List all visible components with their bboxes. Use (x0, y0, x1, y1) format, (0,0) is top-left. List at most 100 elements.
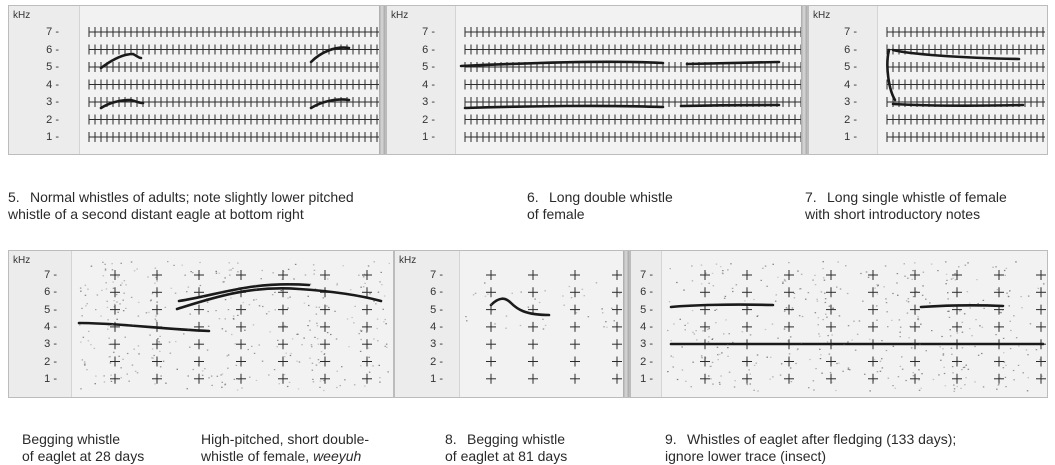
spectrogram-noise (312, 264, 315, 266)
spectrogram-noise (800, 273, 803, 275)
spectrogram-noise (1013, 379, 1015, 381)
spectrogram-noise (945, 273, 948, 275)
spectrogram-noise (756, 354, 759, 356)
spectrogram-noise (744, 300, 746, 302)
spectrogram-noise (858, 320, 861, 322)
spectrogram-noise (719, 353, 721, 355)
spectrogram-noise (746, 383, 748, 386)
spectrogram-noise (764, 328, 767, 331)
spectrogram-noise (771, 323, 774, 325)
spectrogram-noise (224, 384, 226, 386)
spectrogram-noise (133, 348, 135, 350)
spectrogram-noise (964, 264, 967, 266)
spectrogram-noise (997, 384, 999, 386)
spectrogram-noise (821, 372, 823, 374)
spectrogram-plot (88, 27, 381, 142)
spectrogram-noise (910, 347, 913, 349)
spectrogram-noise (1002, 337, 1005, 339)
spectrogram-noise (918, 369, 920, 371)
spectrogram-noise (121, 282, 123, 284)
spectrogram-noise (942, 353, 945, 355)
spectrogram-noise (95, 309, 97, 311)
spectrogram-noise (860, 272, 862, 275)
whistle-trace (669, 303, 775, 309)
spectrogram-noise (367, 343, 369, 345)
spectrogram-noise (753, 389, 755, 391)
spectrogram-noise (681, 346, 683, 348)
spectrogram-noise (570, 297, 573, 299)
spectrogram-noise (1001, 309, 1004, 311)
spectrogram-noise (385, 323, 387, 325)
spectrogram-noise (998, 384, 1000, 386)
spectrogram-noise (949, 329, 951, 331)
spectrogram-noise (937, 270, 939, 272)
spectrogram-noise (667, 371, 669, 373)
spectrogram-noise (851, 339, 853, 341)
spectrogram-noise (826, 341, 829, 343)
spectrogram-noise (772, 376, 774, 378)
spectrogram-noise (379, 281, 381, 283)
spectrogram-noise (505, 315, 508, 317)
spectrogram-noise (154, 282, 156, 284)
spectrogram-noise (336, 284, 338, 286)
spectrogram-noise (938, 374, 940, 376)
spectrogram-noise (375, 303, 377, 305)
spectrogram-noise (961, 331, 964, 333)
spectrogram-noise (330, 333, 332, 336)
spectrogram-noise (159, 335, 161, 337)
spectrogram-noise (115, 294, 118, 296)
spectrogram-noise (323, 353, 325, 355)
spectrogram-noise (575, 312, 578, 314)
frequency-tick-label: 5 - (422, 61, 435, 73)
spectrogram-noise (876, 305, 878, 307)
caption-9: 9. Whistles of eaglet after fledging (133… (665, 414, 1055, 465)
spectrogram-noise (732, 290, 734, 293)
spectrogram-noise (685, 380, 687, 382)
spectrogram-noise (837, 261, 839, 263)
spectrogram-noise (218, 272, 221, 274)
spectrogram-noise (974, 345, 976, 348)
spectrogram-noise (814, 312, 817, 314)
spectrogram-noise (957, 360, 960, 362)
spectrogram-noise (207, 310, 209, 313)
spectrogram-8: kHz 7 - 6 - 5 - 4 - 3 - 2 - 1 - (394, 250, 630, 398)
spectrogram-noise (735, 284, 738, 286)
spectrogram-noise (886, 311, 888, 313)
spectrogram-noise (983, 307, 985, 309)
spectrogram-noise (288, 282, 291, 285)
spectrogram-noise (949, 335, 952, 337)
caption-6: 6. Long double whistle of female (527, 172, 747, 223)
caption-number: 9. (665, 431, 677, 447)
spectrogram-noise (1029, 323, 1032, 325)
spectrogram-noise (255, 298, 258, 301)
spectrogram-noise (131, 364, 134, 366)
spectrogram-noise (336, 386, 338, 389)
spectrogram-noise (711, 338, 713, 340)
spectrogram-noise (311, 346, 313, 348)
spectrogram-noise (117, 276, 119, 278)
spectrogram-noise (868, 338, 871, 340)
spectrogram-noise (1009, 290, 1011, 292)
spectrogram-noise (231, 333, 233, 336)
spectrogram-noise (932, 378, 935, 381)
spectrogram-noise (670, 340, 672, 342)
caption-text: Begging whistle of eaglet at 28 days (22, 431, 145, 464)
spectrogram-noise (152, 357, 154, 359)
spectrogram-noise (725, 319, 727, 321)
spectrogram-noise (734, 380, 736, 382)
spectrogram-noise (113, 306, 116, 308)
spectrogram-noise (883, 286, 885, 288)
spectrogram-noise (80, 341, 82, 343)
spectrogram-noise (724, 295, 727, 297)
spectrogram-noise (831, 344, 833, 346)
frequency-tick-label: 7 - (422, 26, 435, 38)
spectrogram-noise (192, 272, 194, 274)
spectrogram-noise (595, 282, 598, 284)
spectrogram-noise (921, 294, 924, 296)
spectrogram-noise (899, 365, 902, 367)
spectrogram-noise (220, 374, 222, 376)
spectrogram-noise (769, 378, 771, 380)
spectrogram-noise (907, 277, 909, 279)
spectrogram-noise (716, 346, 719, 348)
spectrogram-noise (947, 310, 949, 312)
